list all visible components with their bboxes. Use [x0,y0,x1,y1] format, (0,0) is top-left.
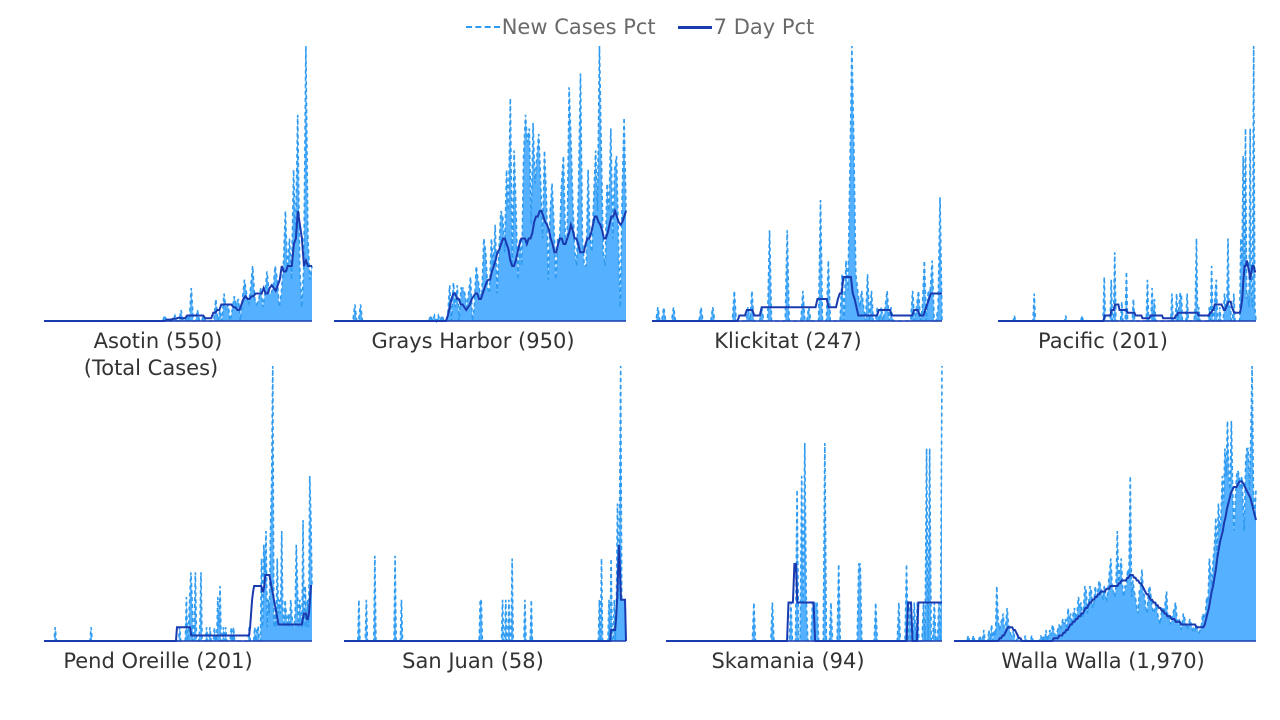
legend-item-seven-day: 7 Day Pct [677,15,815,39]
seven-day-line [652,276,942,322]
panel-6: San Juan (58) [344,365,627,673]
panel-title: Asotin (550) [94,329,223,353]
panel-title: San Juan (58) [402,649,544,673]
panel-title: Grays Harbor (950) [371,329,574,353]
panel-title: Klickitat (247) [714,329,861,353]
new-cases-line [344,365,627,642]
panel-1: Asotin (550) (Total Cases) [44,45,313,380]
panel-4: Pacific (201) [998,45,1257,353]
legend-swatch-new-cases [465,26,500,28]
new-cases-area [652,46,942,321]
new-cases-line [998,45,1257,322]
seven-day-line [954,480,1257,642]
panel-title: Pacific (201) [1038,329,1168,353]
legend: New Cases Pct 7 Day Pct [0,12,1280,42]
legend-swatch-seven-day [677,25,712,29]
seven-day-line [344,544,627,642]
new-cases-area [998,46,1256,321]
new-cases-line [44,45,313,322]
panel-title: Pend Oreille (201) [63,649,252,673]
new-cases-area [344,366,626,641]
new-cases-area [44,366,312,641]
legend-label-seven-day: 7 Day Pct [713,15,815,39]
panel-5: Pend Oreille (201) [44,365,313,673]
legend-item-new-cases: New Cases Pct [465,15,656,39]
panel-title: Skamania (94) [711,649,864,673]
panel-7: Skamania (94) [666,365,943,673]
panel-3: Klickitat (247) [652,45,943,353]
new-cases-line [652,45,943,322]
new-cases-area [44,46,312,321]
panel-8: Walla Walla (1,970) [954,365,1257,673]
panel-2: Grays Harbor (950) [334,45,627,353]
panel-subtitle: (Total Cases) [84,356,218,380]
new-cases-area [334,46,626,321]
panel-title: Walla Walla (1,970) [1001,649,1205,673]
legend-label-new-cases: New Cases Pct [501,15,656,39]
new-cases-area [954,366,1256,641]
